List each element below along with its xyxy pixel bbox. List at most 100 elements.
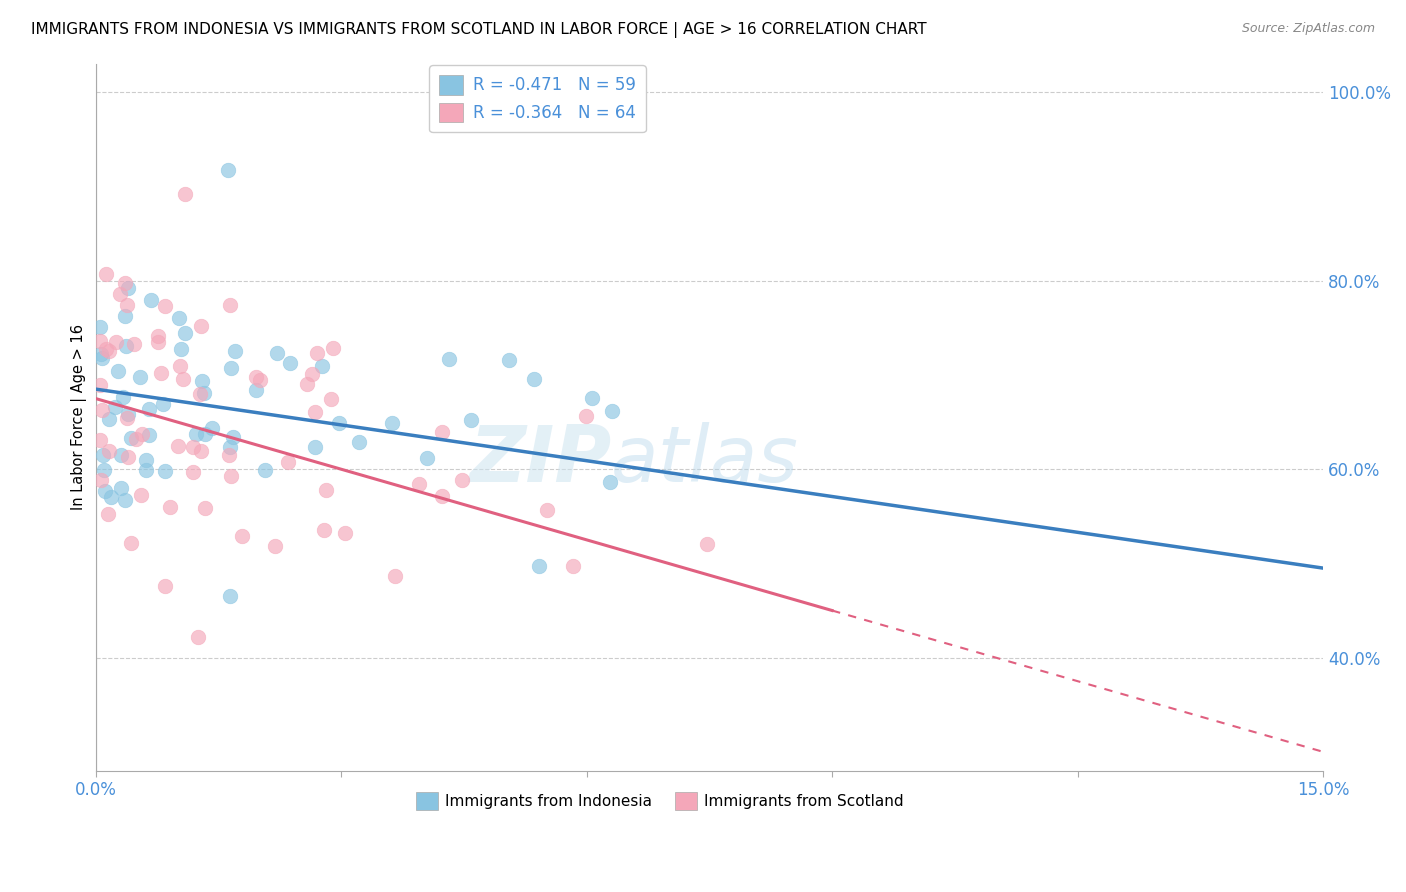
Point	[219, 360, 242, 375]
Point	[96, 267, 118, 281]
Text: IMMIGRANTS FROM INDONESIA VS IMMIGRANTS FROM SCOTLAND IN LABOR FORCE | AGE > 16 : IMMIGRANTS FROM INDONESIA VS IMMIGRANTS …	[31, 22, 927, 38]
Point	[122, 337, 145, 351]
Point	[194, 427, 217, 442]
Point	[188, 387, 211, 401]
Point	[150, 366, 173, 380]
Legend: Immigrants from Indonesia, Immigrants from Scotland: Immigrants from Indonesia, Immigrants fr…	[411, 786, 910, 816]
Point	[114, 276, 136, 290]
Text: Source: ZipAtlas.com: Source: ZipAtlas.com	[1241, 22, 1375, 36]
Point	[430, 489, 453, 503]
Point	[135, 453, 157, 467]
Point	[120, 536, 142, 550]
Point	[416, 451, 439, 466]
Point	[94, 342, 117, 356]
Point	[129, 487, 152, 501]
Point	[110, 481, 132, 495]
Point	[138, 402, 160, 417]
Point	[347, 435, 370, 450]
Point	[153, 579, 176, 593]
Point	[125, 432, 148, 446]
Point	[89, 433, 111, 447]
Point	[314, 523, 336, 537]
Point	[104, 335, 127, 350]
Point	[322, 341, 344, 355]
Point	[131, 427, 153, 442]
Point	[166, 439, 188, 453]
Point	[100, 490, 122, 504]
Point	[112, 391, 135, 405]
Point	[186, 427, 208, 442]
Point	[172, 372, 194, 386]
Point	[91, 448, 114, 462]
Point	[97, 344, 120, 359]
Point	[135, 463, 157, 477]
Point	[115, 411, 138, 425]
Point	[90, 402, 112, 417]
Point	[218, 590, 240, 604]
Point	[97, 444, 120, 458]
Point	[97, 507, 120, 521]
Point	[170, 342, 193, 356]
Point	[536, 503, 558, 517]
Point	[264, 539, 287, 553]
Point	[93, 463, 115, 477]
Point	[89, 334, 111, 348]
Point	[138, 427, 160, 442]
Point	[152, 397, 174, 411]
Point	[277, 455, 299, 469]
Point	[110, 448, 132, 462]
Point	[328, 417, 350, 431]
Point	[249, 373, 271, 387]
Point	[219, 469, 242, 483]
Point	[90, 347, 112, 361]
Point	[191, 374, 214, 388]
Point	[460, 412, 482, 426]
Point	[451, 474, 474, 488]
Point	[187, 630, 209, 644]
Point	[167, 310, 190, 325]
Point	[146, 328, 169, 343]
Text: ZIP: ZIP	[468, 422, 612, 498]
Point	[498, 352, 520, 367]
Point	[114, 493, 136, 508]
Point	[437, 351, 460, 366]
Point	[219, 298, 242, 312]
Point	[599, 475, 621, 490]
Point	[315, 483, 337, 497]
Point	[311, 359, 333, 373]
Point	[114, 309, 136, 323]
Point	[104, 400, 127, 414]
Point	[98, 412, 121, 426]
Point	[381, 416, 404, 430]
Point	[575, 409, 598, 424]
Point	[153, 463, 176, 477]
Point	[146, 334, 169, 349]
Point	[333, 526, 356, 541]
Point	[114, 339, 136, 353]
Point	[321, 392, 343, 407]
Point	[90, 474, 112, 488]
Point	[219, 440, 242, 454]
Point	[91, 351, 114, 365]
Point	[181, 440, 204, 454]
Point	[89, 319, 111, 334]
Point	[190, 444, 212, 458]
Point	[159, 500, 181, 514]
Point	[430, 425, 453, 440]
Point	[117, 450, 139, 464]
Point	[107, 364, 129, 378]
Point	[581, 391, 603, 405]
Point	[190, 318, 212, 333]
Point	[231, 529, 253, 543]
Point	[139, 293, 162, 308]
Point	[295, 377, 318, 392]
Point	[94, 483, 117, 498]
Point	[245, 384, 267, 398]
Point	[174, 326, 197, 341]
Point	[217, 163, 239, 178]
Point	[254, 463, 277, 477]
Point	[600, 404, 623, 418]
Point	[117, 407, 139, 421]
Point	[89, 378, 111, 392]
Point	[201, 421, 224, 435]
